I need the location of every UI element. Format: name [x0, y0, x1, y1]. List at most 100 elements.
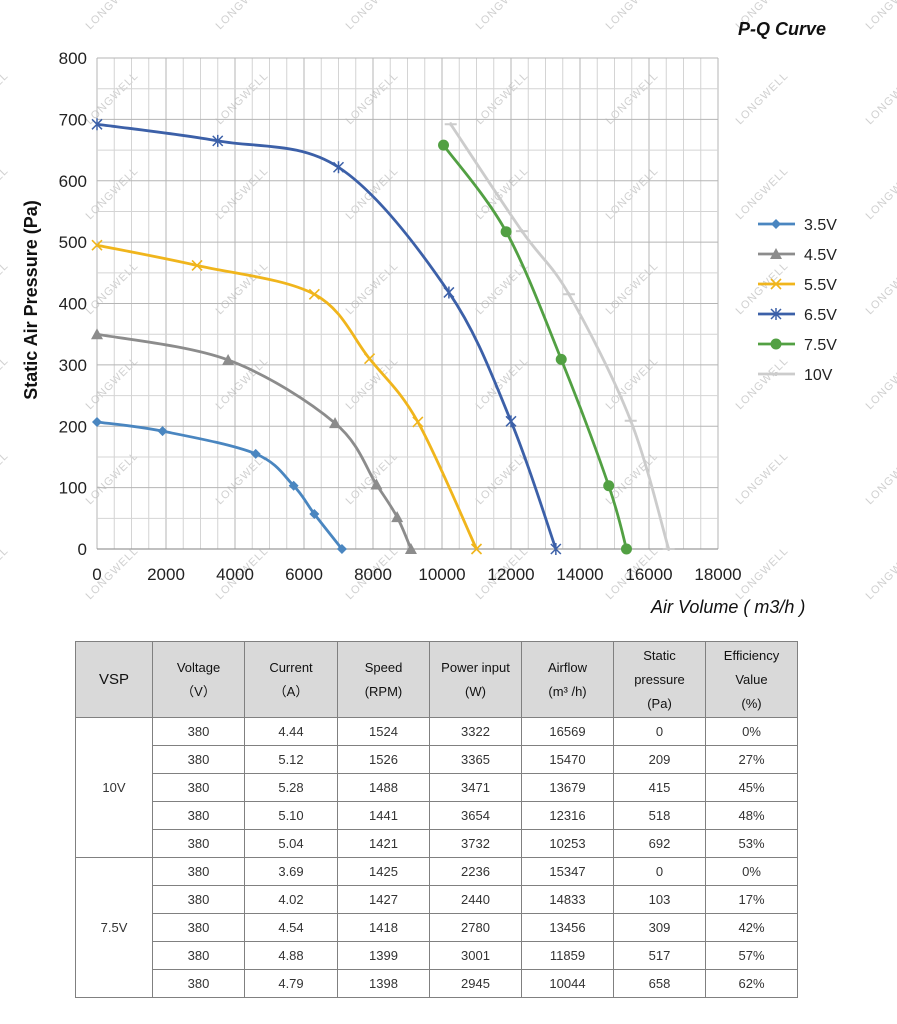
watermark-text: LONGWELL [84, 165, 141, 222]
y-tick-label: 100 [59, 479, 87, 498]
series-line-5-5v [96, 243, 478, 550]
data-point-3-5v [309, 509, 320, 520]
legend-label: 7.5V [804, 337, 837, 354]
table-row: 380 5.04 1421 3732 10253 692 53% [76, 829, 798, 858]
y-axis-title: Static Air Pressure (Pa) [21, 200, 41, 399]
table-cell: 1399 [337, 941, 430, 970]
x-axis-ticks: 0 2000 4000 6000 8000 10000 12000 14000 16000 180… [92, 565, 741, 584]
table-row: 380 4.54 1418 2780 13456 309 42% [76, 913, 798, 942]
x-tick-label: 8000 [354, 565, 392, 584]
watermark-text: LONGWELL [474, 450, 531, 507]
table-cell: 2236 [429, 857, 522, 886]
table-cell: 13679 [521, 773, 614, 802]
table-cell: 380 [152, 829, 245, 858]
table-row: 380 5.12 1526 3365 15470 209 27% [76, 745, 798, 774]
series-6-5v [91, 118, 562, 555]
header-speed: Speed (RPM) [337, 641, 430, 718]
watermark-text: LONGWELL [864, 70, 897, 127]
watermark-text: LONGWELL [84, 70, 141, 127]
legend-marker [770, 278, 782, 290]
legend-item-10v: 10V [758, 367, 833, 384]
data-point-3-5v [250, 448, 261, 459]
series-7-5v [438, 139, 632, 555]
table-cell: 17% [705, 885, 798, 914]
data-point-4-5v [91, 328, 103, 340]
table-cell: 380 [152, 717, 245, 746]
y-tick-label: 400 [59, 295, 87, 314]
table-cell: 1427 [337, 885, 430, 914]
table-cell: 103 [613, 885, 706, 914]
table-cell: 1488 [337, 773, 430, 802]
y-tick-label: 0 [78, 540, 87, 559]
watermark-text: LONGWELL [344, 165, 401, 222]
table-header-row: VSP Voltage （V） Current （A） Speed (RPM) … [75, 641, 798, 718]
chart-grid [96, 57, 719, 550]
watermark-text: LONGWELL [344, 0, 401, 32]
watermark-text: LONGWELL [474, 70, 531, 127]
table-cell: 27% [705, 745, 798, 774]
table-cell: 3322 [429, 717, 522, 746]
header-efficiency: Efficiency Value (%) [705, 641, 798, 718]
x-tick-label: 10000 [418, 565, 465, 584]
watermark-text: LONGWELL [864, 260, 897, 317]
chart-title: P-Q Curve [738, 19, 826, 39]
table-cell: 11859 [521, 941, 614, 970]
legend-label: 3.5V [804, 217, 837, 234]
data-point-7-5v [620, 543, 632, 555]
table-cell: 518 [613, 801, 706, 830]
data-point-7-5v [555, 353, 567, 365]
legend-item-6-5v: 6.5V [758, 307, 837, 324]
data-point-6-5v [505, 415, 517, 428]
table-cell: 1421 [337, 829, 430, 858]
table-row: 380 4.88 1399 3001 11859 517 57% [76, 941, 798, 970]
watermark-text: LONGWELL [84, 450, 141, 507]
table-cell: 5.10 [244, 801, 338, 830]
table-cell: 3365 [429, 745, 522, 774]
watermark-text: LONGWELL [864, 355, 897, 412]
header-airflow: Airflow (m³ /h) [521, 641, 614, 718]
watermark-text: LONGWELL [84, 260, 141, 317]
table-cell: 1441 [337, 801, 430, 830]
vsp-group-cell: 7.5V [75, 857, 153, 998]
table-row: 10V 380 4.44 1524 3322 16569 0 0% [75, 717, 798, 858]
table-cell: 3732 [429, 829, 522, 858]
data-point-6-5v [332, 161, 345, 174]
table-cell: 62% [705, 969, 798, 998]
table-cell: 0% [705, 717, 798, 746]
vsp-group-cell: 10V [75, 717, 153, 858]
table-row: 380 5.10 1441 3654 12316 518 48% [76, 801, 798, 830]
table-cell: 4.54 [244, 913, 338, 942]
legend-label: 10V [804, 367, 833, 384]
table-cell: 14833 [521, 885, 614, 914]
data-point-7-5v [500, 226, 512, 238]
series-line-10v [449, 123, 670, 550]
data-point-4-5v [222, 353, 235, 365]
table-cell: 380 [152, 773, 245, 802]
watermark-text: LONGWELL [344, 70, 401, 127]
table-cell: 3001 [429, 941, 522, 970]
series-10v [444, 122, 675, 551]
watermark-text: LONGWELL [84, 0, 141, 32]
table-row: 380 5.28 1488 3471 13679 415 45% [76, 773, 798, 802]
data-point-10v [515, 229, 528, 234]
data-point-4-5v [370, 478, 383, 490]
data-point-4-5v [404, 543, 417, 554]
watermark-text: LONGWELL [214, 260, 271, 317]
watermark-layer: LONGWELL LONGWELL LONGWELL LONGWELL LONGWELL… [0, 0, 897, 602]
x-tick-label: 16000 [625, 565, 672, 584]
table-cell: 15470 [521, 745, 614, 774]
watermark-text: LONGWELL [864, 165, 897, 222]
legend-marker [770, 338, 782, 350]
watermark-text: LONGWELL [604, 70, 661, 127]
y-tick-label: 700 [59, 110, 87, 129]
x-tick-label: 12000 [487, 565, 534, 584]
table-cell: 380 [152, 969, 245, 998]
data-point-7-5v [438, 139, 450, 151]
x-tick-label: 18000 [694, 565, 741, 584]
series-line-6-5v [96, 122, 558, 550]
data-point-6-5v [443, 286, 455, 299]
table-body: 10V 380 4.44 1524 3322 16569 0 0% 380 5.12 1526 336… [75, 717, 798, 998]
table-cell: 380 [152, 913, 245, 942]
table-cell: 0 [613, 717, 706, 746]
table-row: 380 4.02 1427 2440 14833 103 17% [76, 885, 798, 914]
